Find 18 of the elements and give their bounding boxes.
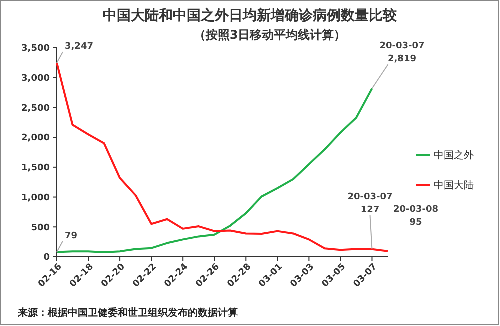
- annotation: 20-03-07 127: [348, 192, 393, 216]
- text: 20-03-08 95: [393, 205, 439, 228]
- y-tick-label: 1,500: [22, 164, 50, 174]
- y-tick-label: 2,000: [22, 134, 50, 144]
- y-tick-label: 500: [31, 223, 50, 234]
- y-tick-label: 1,000: [22, 193, 50, 204]
- y-tick-label: 2,500: [22, 104, 50, 114]
- y-tick-label: 3,500: [22, 44, 50, 54]
- y-tick-label: 0: [44, 253, 50, 264]
- source-note: 来源：根据中国卫健委和世卫组织发布的数据计算: [17, 307, 238, 319]
- annotation: 79: [65, 231, 78, 242]
- legend-label: 中国大陆: [434, 180, 474, 192]
- chart-title: 中国大陆和中国之外日均新增确诊病例数量比较: [103, 7, 398, 24]
- y-tick-label: 3,000: [22, 74, 50, 84]
- chart-subtitle: （按照3日移动平均线计算）: [194, 28, 346, 42]
- legend-label: 中国之外: [434, 150, 474, 162]
- annotation: 3,247: [65, 42, 94, 52]
- annotation: 20-03-07 2,819: [380, 42, 425, 65]
